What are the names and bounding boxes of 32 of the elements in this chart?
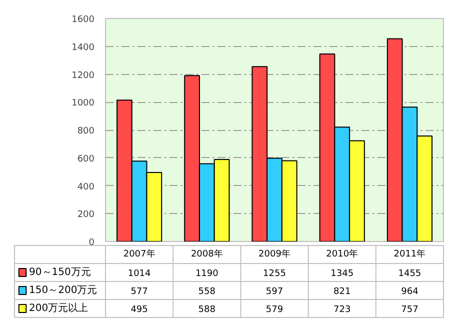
data-label: 1345 [330, 269, 354, 279]
x-tick-label: 2008年 [190, 248, 223, 260]
x-tick-label: 2011年 [394, 248, 426, 260]
legend-label: 90～150万元 [29, 267, 91, 278]
data-label: 1455 [398, 269, 422, 279]
y-tick-label: 1600 [72, 15, 95, 25]
data-label: 821 [334, 287, 351, 297]
y-tick-label: 1000 [72, 98, 95, 109]
data-label: 723 [334, 305, 351, 315]
data-label: 577 [130, 287, 148, 297]
data-label: 757 [401, 305, 418, 315]
data-label: 964 [401, 287, 419, 297]
y-tick-label: 600 [77, 154, 95, 164]
y-tick-label: 400 [77, 182, 95, 192]
y-tick-label: 200 [77, 210, 95, 220]
data-label: 558 [198, 287, 216, 297]
x-tick-label: 2007年 [123, 248, 156, 260]
y-tick-label: 1400 [72, 42, 95, 53]
x-tick-label: 2009年 [258, 248, 290, 260]
data-label: 597 [266, 287, 284, 297]
y-tick-label: 800 [77, 126, 95, 136]
legend-label: 150～200万元 [29, 285, 98, 296]
data-label: 588 [198, 305, 216, 315]
data-label: 579 [266, 305, 284, 315]
y-tick-label: 1200 [72, 70, 95, 81]
data-label: 1014 [128, 269, 152, 279]
legend-label: 200万元以上 [29, 302, 88, 314]
y-tick-label: 0 [88, 238, 95, 248]
data-label: 1190 [195, 269, 219, 279]
x-tick-label: 2010年 [326, 248, 358, 260]
data-label: 495 [130, 305, 148, 315]
data-label: 1255 [263, 269, 286, 279]
